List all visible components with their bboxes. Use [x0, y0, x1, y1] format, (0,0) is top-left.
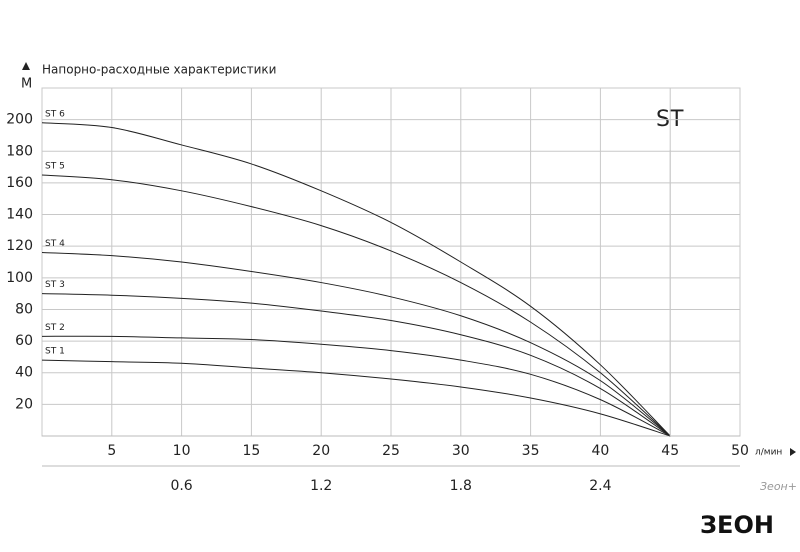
- series-label: ST 3: [45, 280, 65, 290]
- y-tick-label: 80: [15, 301, 33, 317]
- series-label: ST 1: [45, 347, 65, 357]
- logo: ЗЕОН: [700, 511, 774, 539]
- watermark: Зеон+: [760, 480, 797, 493]
- x-tick-label: 20: [312, 443, 330, 459]
- y-tick-label: 20: [15, 396, 33, 412]
- y-tick-label: 160: [6, 175, 33, 191]
- series-label: ST 6: [45, 109, 65, 119]
- series-line: [41, 359, 671, 437]
- x2-tick-label: 1.2: [310, 478, 332, 494]
- y-tick-label: 180: [6, 143, 33, 159]
- x2-tick-label: 1.8: [450, 478, 472, 494]
- y-tick-label: 100: [6, 270, 33, 286]
- x-tick-label: 30: [452, 443, 470, 459]
- series-label: ST 4: [45, 239, 65, 249]
- x-tick-label: 45: [661, 443, 679, 459]
- y-tick-label: 60: [15, 333, 33, 349]
- series-label: ST 2: [45, 323, 65, 333]
- x2-tick-label: 2.4: [589, 478, 611, 494]
- series-line: [41, 122, 671, 437]
- x-tick-label: 15: [242, 443, 260, 459]
- series-line: [41, 174, 671, 437]
- x-tick-label: 5: [107, 443, 116, 459]
- x-arrow: [790, 448, 796, 456]
- x-tick-label: 50: [731, 443, 749, 459]
- x-tick-label: 25: [382, 443, 400, 459]
- x-label: л/мин: [755, 448, 782, 458]
- series-label: ST 5: [45, 162, 65, 172]
- y-arrow: [22, 62, 30, 70]
- x-tick-label: 40: [591, 443, 609, 459]
- y-label: М: [21, 77, 32, 92]
- y-tick-label: 120: [6, 238, 33, 254]
- x-tick-label: 35: [522, 443, 540, 459]
- y-tick-label: 200: [6, 112, 33, 128]
- series-line: [41, 335, 671, 437]
- chart-title: Напорно-расходные характеристики: [42, 63, 276, 77]
- y-tick-label: 40: [15, 365, 33, 381]
- y-tick-label: 140: [6, 207, 33, 223]
- series-line: [41, 252, 671, 437]
- x2-tick-label: 0.6: [170, 478, 192, 494]
- x-tick-label: 10: [173, 443, 191, 459]
- series-line: [41, 293, 671, 437]
